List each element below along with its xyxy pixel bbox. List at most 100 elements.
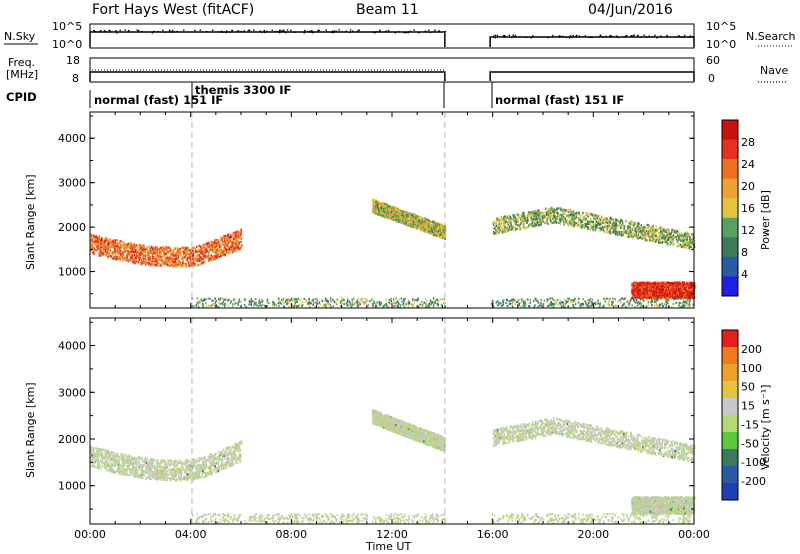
scatter-cell [601,220,604,223]
scatter-cell [395,215,398,218]
scatter-cell [659,227,661,230]
nsky-point [226,30,228,32]
scatter-cell [212,244,215,248]
scatter-cell [414,216,416,219]
scatter-cell [547,216,549,219]
scatter-cell [409,214,411,217]
scatter-cell [427,219,429,222]
scatter-cell [163,251,165,254]
scatter-cell [114,239,117,242]
scatter-cell [108,254,110,257]
scatter-cell [207,245,210,248]
scatter-cell [224,245,226,248]
scatter-cell [615,230,617,233]
nave-label: Nave [760,64,788,77]
scatter-cell [575,211,578,214]
nsky-point [345,30,347,32]
scatter-cell [585,223,587,226]
scatter-cell [514,226,516,229]
scatter-cell [143,254,145,257]
nsky-point [317,29,319,32]
scatter-cell [185,246,187,250]
scatter-cell [388,217,391,220]
scatter-cell [98,237,101,240]
scatter-cell [632,236,634,239]
scatter-cell [591,213,593,216]
scatter-cell [103,245,106,248]
scatter-cell [656,229,659,232]
scatter-cell [495,219,497,222]
scatter-cell [497,225,500,228]
scatter-cell [673,229,675,232]
scatter-cell [142,244,145,247]
scatter-cell [653,236,655,239]
scatter-cell [163,250,166,253]
scatter-cell [420,225,422,228]
scatter-cell [615,228,617,231]
scatter-cell [216,256,218,260]
scatter-cell [508,225,511,228]
scatter-cell [418,225,420,228]
scatter-cell [615,222,617,225]
scatter-cell [427,228,429,231]
scatter-cell [586,220,589,223]
scatter-cell [216,248,218,251]
scatter-cell [184,251,187,254]
scatter-cell [110,255,112,258]
scatter-cell [562,210,565,213]
scatter-cell [521,213,524,216]
scatter-cell [168,258,170,261]
colorbar-swatch [722,237,738,258]
scatter-cell [213,256,216,259]
scatter-cell [167,257,169,260]
scatter-cell [202,258,205,261]
scatter-cell [568,210,571,213]
scatter-cell [534,218,536,221]
scatter-cell [689,242,692,245]
scatter-cell [126,254,128,257]
scatter-cell [94,243,96,246]
scatter-cell [225,235,228,238]
scatter-cell [649,229,651,232]
scatter-cell [393,210,396,213]
scatter-cell [619,232,621,235]
scatter-cell [96,249,98,252]
scatter-cell [120,249,123,252]
scatter-cell [230,244,232,247]
scatter-cell [436,234,439,237]
scatter-cell [587,226,590,229]
nsky-point [100,30,102,32]
scatter-cell [635,223,637,226]
nsky-point [494,34,496,36]
nsky-point [394,32,397,34]
scatter-cell [582,216,584,219]
scatter-cell [217,253,219,256]
scatter-cell [633,229,635,232]
scatter-cell [97,237,99,240]
scatter-cell [104,248,107,251]
nsky-trace-b [489,36,695,47]
scatter-cell [144,251,147,254]
scatter-cell [216,255,218,258]
scatter-cell [391,216,393,219]
scatter-cell [237,241,240,245]
scatter-cell [170,264,172,267]
scatter-cell [133,248,136,251]
scatter-cell [399,212,402,215]
scatter-cell [604,217,606,220]
nsky-point [306,31,309,33]
scatter-cell [196,255,198,258]
scatter-cell [98,254,101,257]
scatter-cell [391,208,393,211]
scatter-cell [503,225,505,228]
scatter-cell [681,239,684,242]
scatter-cell [373,201,375,204]
scatter-cell [431,229,433,232]
scatter-cell [577,211,579,214]
scatter-cell [204,261,206,264]
nsky-point [335,30,337,32]
scatter-cell [191,262,193,265]
scatter-cell [668,236,670,239]
nsky-point [508,34,510,36]
scatter-cell [376,212,379,216]
